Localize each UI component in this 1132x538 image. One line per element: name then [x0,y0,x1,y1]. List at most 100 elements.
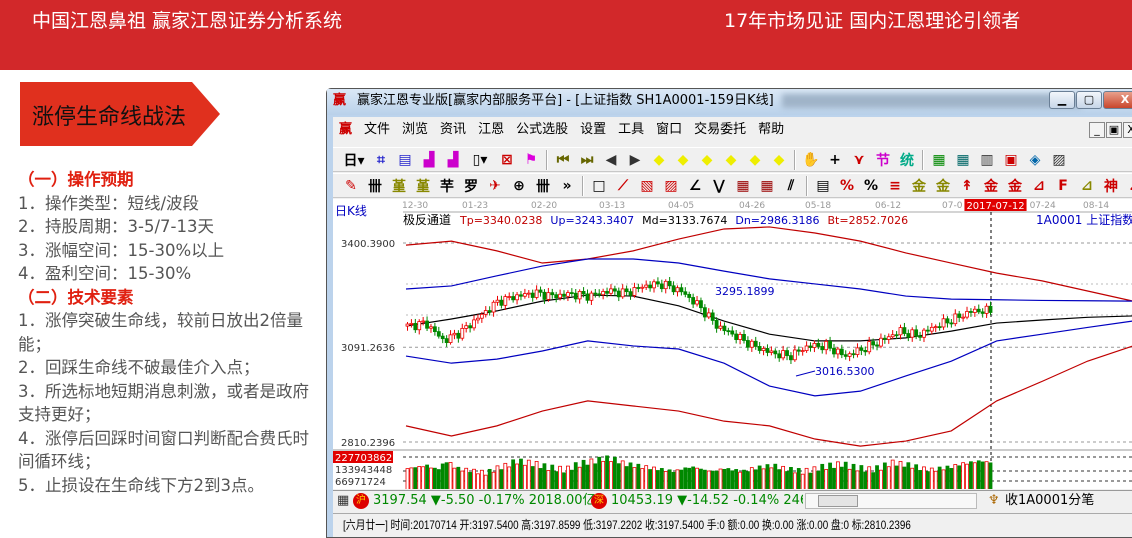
table-icon[interactable]: ▤ [816,177,830,194]
section-icon[interactable]: 节 [876,152,890,169]
cycle-icon[interactable]: 罗 [464,178,478,195]
toolbar-separator [546,149,548,170]
rocket-icon[interactable]: ✈ [489,177,501,194]
zoom-h-icon[interactable]: ◆ [701,151,713,168]
kline-chart[interactable]: 日K线 12-30 01-23 02-20 03-13 04-05 04-26 05-18 06… [333,199,1132,492]
gold-grid-icon[interactable]: 堇 [392,178,406,195]
bars-icon[interactable]: 卌 [536,178,550,195]
volume-bar [738,471,742,492]
gann-grid-icon[interactable]: 卌 [368,178,382,195]
print-icon[interactable]: ▨ [1052,151,1066,168]
volume-bar [867,466,872,492]
candle-body [546,292,551,300]
kline-icon[interactable]: ⌗ [377,151,385,168]
menu-gann[interactable]: 江恩 [478,122,505,137]
fan-icon[interactable]: ⟋ [618,177,628,194]
pct-line-icon[interactable]: % [839,177,855,194]
pct-h-icon[interactable]: ≡ [889,177,901,194]
menu-settings[interactable]: 设置 [580,122,607,137]
arrow-icon[interactable]: ↟ [961,177,973,194]
menu-trade[interactable]: 交易委托 [694,122,747,137]
right-icon[interactable]: ▶ [629,151,641,168]
zoom-right-icon[interactable]: ◆ [677,151,689,168]
notes-icon[interactable]: ▤ [398,151,412,168]
box-icon[interactable]: □ [592,177,606,194]
pen-icon[interactable]: ✎ [345,177,357,194]
menu-file[interactable]: 文件 [364,122,391,137]
angle-line-icon[interactable]: ∠ [688,177,702,194]
weight-icon[interactable]: ⊠ [501,151,513,168]
volume-bar [440,463,445,492]
candle-body [945,318,950,324]
mdi-restore-button[interactable]: ▣ [1106,122,1122,138]
calendar-icon[interactable]: ▦ [932,151,946,168]
parallel-icon[interactable]: ⫽ [787,177,795,194]
minimize-button[interactable]: ▁ [1049,91,1075,109]
draw-icon[interactable]: ⋎ [853,151,865,168]
menu-news[interactable]: 资讯 [440,122,467,137]
menu-help[interactable]: 帮助 [758,122,785,137]
title-bar[interactable]: 赢 赢家江恩专业版[赢家内部服务平台] - [上证指数 SH1A0001-159… [327,89,1132,115]
calculator-icon[interactable]: ▦ [956,151,970,168]
last-icon[interactable]: ⏭ [580,151,594,168]
mdi-minimize-button[interactable]: _ [1089,122,1105,138]
chart-svg[interactable]: 日K线 12-30 01-23 02-20 03-13 04-05 04-26 05-18 06… [333,199,1132,492]
gold-grid2-icon[interactable]: 堇 [416,178,430,195]
fan-god-icon[interactable]: 神 [1104,178,1118,195]
save-icon[interactable]: ▣ [1004,151,1018,168]
horizontal-scrollbar[interactable] [805,493,977,509]
menu-formula[interactable]: 公式选股 [516,122,569,137]
fan-b-icon[interactable]: ⊿ [1123,178,1132,194]
grid2-icon[interactable]: ▦ [760,177,774,194]
report-icon[interactable]: ▥ [980,151,994,168]
period-day-icon[interactable]: 日▾ [343,152,365,169]
menu-window[interactable]: 窗口 [656,122,683,137]
circle-icon[interactable]: ⊕ [513,177,525,194]
gold-circle-icon[interactable]: 金 [912,178,926,195]
network-icon[interactable]: ◈ [1029,151,1041,168]
close-button[interactable]: X [1103,91,1132,109]
first-icon[interactable]: ⏮ [556,151,570,168]
gold2-icon[interactable]: 金 [1008,178,1022,195]
zoom-in-icon[interactable]: ◆ [725,151,737,168]
info-bar: [六月廿一] 时间:20170714 开:3197.5400 高:3197.85… [333,513,1132,537]
menu-browse[interactable]: 浏览 [402,122,429,137]
percent-icon[interactable]: % [863,177,879,194]
candle-body [581,290,586,295]
mdi-close-button[interactable]: X [1123,122,1132,138]
fan-gold-icon[interactable]: ⊿ [1081,177,1093,194]
candle-body [440,335,445,340]
grid-icon[interactable]: ▦ [736,177,750,194]
fib-icon[interactable]: 芉 [440,178,454,195]
gold-line-icon[interactable]: 金 [936,178,950,195]
crosshair-icon[interactable]: + [829,151,841,168]
zoom-out-icon[interactable]: ◆ [749,151,761,168]
volume-bar [851,463,856,492]
angle-icon[interactable]: ▨ [664,177,678,194]
hand-icon[interactable]: ✋ [802,151,820,168]
zoom-left-icon[interactable]: ◆ [653,151,665,168]
maximize-button[interactable]: ▢ [1076,91,1102,109]
calculator-icon[interactable]: ▦ [337,493,350,508]
scrollbar-thumb[interactable] [818,495,858,507]
indicator-3-icon[interactable]: ▟ [423,151,435,168]
date-tick: 02-20 [531,201,557,211]
fan-f-icon[interactable]: F [1058,177,1068,194]
wave-icon[interactable]: ⋁ [713,177,725,194]
left-icon[interactable]: ◀ [605,151,617,168]
stats-icon[interactable]: 统 [900,152,914,169]
volume-bar [902,466,907,492]
more-icon[interactable]: » [562,177,572,194]
square-icon[interactable]: ▧ [640,177,654,194]
candle-body [906,333,911,338]
flag-icon[interactable]: ⚑ [524,151,538,168]
zoom-v-icon[interactable]: ◆ [773,151,785,168]
menu-tools[interactable]: 工具 [618,122,645,137]
candle-icon[interactable]: ▯▾ [472,151,488,168]
fan-line-icon[interactable]: ⊿ [1033,177,1045,194]
gold-up-icon[interactable]: 金 [984,178,998,195]
volume-bar [648,469,652,492]
tick-data-label[interactable]: 收1A0001分笔 [1005,493,1095,508]
candle-body [612,288,617,292]
indicator-9-icon[interactable]: ▟ [447,151,459,168]
